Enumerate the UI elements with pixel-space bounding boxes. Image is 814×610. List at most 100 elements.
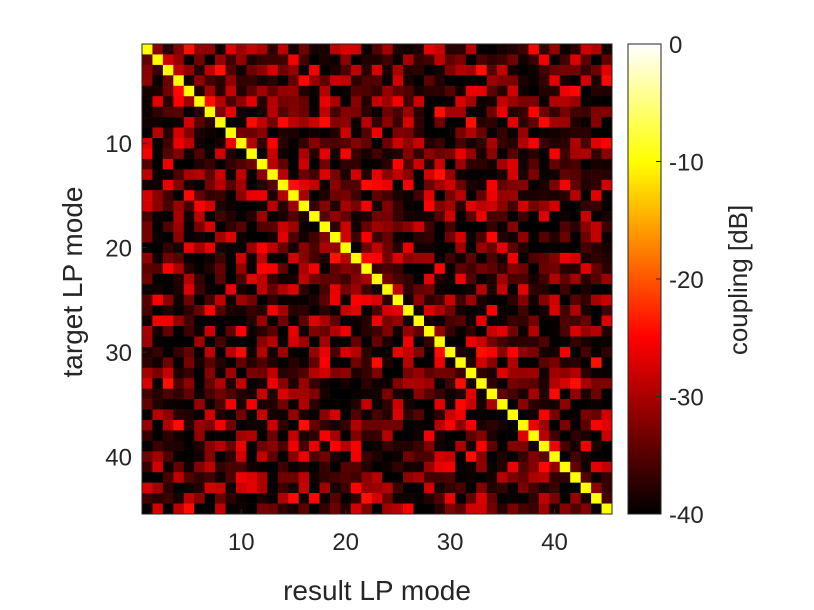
heatmap-cell (246, 106, 258, 118)
heatmap-cell (371, 117, 383, 128)
heatmap-cell (330, 190, 341, 201)
heatmap-cell (215, 96, 226, 107)
heatmap-cell (256, 440, 268, 452)
heatmap-cell (152, 378, 164, 389)
heatmap-cell (225, 367, 237, 379)
heatmap-cell (528, 482, 540, 494)
heatmap-cell (434, 451, 446, 463)
heatmap-cell (215, 346, 226, 358)
heatmap-cell (319, 44, 331, 55)
heatmap-cell (528, 503, 540, 515)
heatmap-cell (350, 420, 362, 431)
heatmap-cell (288, 336, 299, 348)
heatmap-cell (194, 211, 205, 222)
heatmap-cell (309, 305, 320, 316)
heatmap-cell (424, 127, 435, 139)
heatmap-cell (330, 75, 341, 87)
heatmap-cell-diagonal (256, 158, 268, 170)
heatmap-cell (559, 148, 571, 160)
heatmap-cell (497, 252, 508, 264)
heatmap-cell (465, 284, 477, 295)
heatmap-cell (236, 54, 247, 66)
heatmap-cell (528, 190, 540, 201)
heatmap-cell (413, 190, 425, 201)
heatmap-cell (204, 482, 216, 494)
x-axis-label: result LP mode (283, 575, 471, 606)
heatmap-cell (528, 294, 540, 306)
heatmap-cell-diagonal (559, 461, 571, 473)
heatmap-cell (256, 252, 268, 264)
heatmap-cell (256, 127, 268, 139)
heatmap-cell (413, 378, 425, 389)
heatmap-cell (267, 221, 279, 233)
heatmap-cell (298, 148, 310, 160)
heatmap-cell (486, 138, 498, 149)
heatmap-cell (194, 440, 205, 452)
heatmap-cell (309, 430, 320, 442)
heatmap-cell-diagonal (142, 44, 153, 55)
heatmap-cell (288, 440, 299, 452)
heatmap-cell (538, 252, 550, 264)
heatmap-cell (371, 96, 383, 107)
heatmap-cell (403, 273, 414, 285)
heatmap-cell (455, 190, 467, 201)
heatmap-cell (340, 378, 352, 389)
heatmap-cell (465, 232, 477, 243)
heatmap-cell (601, 440, 613, 452)
heatmap-cell (497, 461, 508, 473)
heatmap-cell (236, 430, 247, 442)
heatmap-cell (309, 263, 320, 275)
heatmap-cell (288, 169, 299, 181)
heatmap-cell (413, 420, 425, 431)
heatmap-cell-diagonal (424, 326, 435, 337)
heatmap-cell (455, 294, 467, 306)
heatmap-cell (236, 493, 247, 504)
heatmap-cell (371, 503, 383, 515)
heatmap-cell (497, 440, 508, 452)
heatmap-cell (518, 503, 529, 515)
heatmap-cell (465, 409, 477, 421)
heatmap-cell (392, 200, 404, 212)
heatmap-cell (518, 148, 529, 160)
heatmap-cell (476, 44, 487, 55)
heatmap-cell (601, 148, 613, 160)
heatmap-cell-diagonal (413, 315, 425, 327)
heatmap-cell (277, 117, 289, 128)
heatmap-cell (267, 117, 279, 128)
heatmap-cell (225, 336, 237, 348)
heatmap-cell (371, 252, 383, 264)
heatmap-cell (413, 472, 425, 483)
heatmap-cell (601, 357, 613, 369)
heatmap-cell (330, 64, 341, 76)
heatmap-cell (444, 357, 456, 369)
heatmap-cell (267, 503, 279, 515)
heatmap-cell (204, 357, 216, 369)
heatmap-cell (152, 127, 164, 139)
heatmap-cell (277, 357, 289, 369)
heatmap-cell-diagonal (215, 117, 226, 128)
heatmap-cell (162, 148, 174, 160)
heatmap-cell (371, 44, 383, 55)
colorbar-label: coupling [dB] (723, 205, 753, 355)
heatmap-cell (486, 399, 498, 410)
heatmap-cell (403, 284, 414, 295)
heatmap-cell (497, 503, 508, 515)
heatmap-cell (559, 503, 571, 515)
heatmap-cell (476, 85, 487, 97)
heatmap-cell (424, 503, 435, 515)
heatmap-cell (580, 221, 592, 233)
heatmap-cell (225, 273, 237, 285)
heatmap-cell (507, 273, 519, 285)
heatmap-cell (507, 169, 519, 181)
heatmap-cell (340, 127, 352, 139)
heatmap-cell (288, 399, 299, 410)
heatmap-cell (601, 336, 613, 348)
heatmap-cell (236, 158, 247, 170)
heatmap-cell (277, 294, 289, 306)
heatmap-cell (507, 211, 519, 222)
heatmap-cell (204, 409, 216, 421)
heatmap-cell (371, 64, 383, 76)
heatmap-cell (497, 169, 508, 181)
heatmap-cell (152, 336, 164, 348)
heatmap-cell (507, 263, 519, 275)
